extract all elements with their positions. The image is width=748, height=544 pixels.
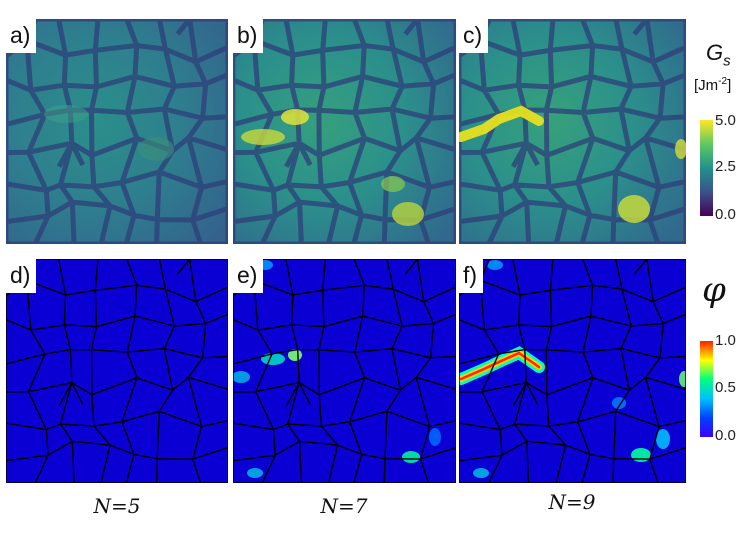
panel-c-gs-map: c) [459,19,686,244]
phi-colorbar [700,341,713,437]
gs-colorbar-unit: [Jm-2] [694,76,731,94]
gs-tick-max: 5.0 [715,112,736,129]
phi-field-f [459,259,686,483]
gs-tick-mid: 2.5 [715,158,736,175]
panel-b-gs-map: b) [233,19,456,244]
panel-label-b: b) [233,19,264,53]
gs-field-a [6,19,228,244]
panel-d-phi-map: d) [6,259,228,483]
phi-tick-min: 0.0 [715,427,736,444]
grain-boundaries [459,19,686,244]
grain-boundaries [6,259,228,483]
panel-label-d: d) [6,259,37,293]
n-label-5: N=5 [93,494,141,518]
gs-field-c [459,19,686,244]
phi-tick-mid: 0.5 [715,379,736,396]
panel-label-a: a) [6,19,37,53]
panel-f-phi-map: f) [459,259,686,483]
gs-colorbar-title: Gs [706,40,731,69]
grain-boundaries [459,259,686,483]
panel-a-gs-map: a) [6,19,228,244]
panel-label-e: e) [233,259,264,293]
gs-subscript: s [723,52,731,70]
phi-colorbar-title: φ [702,270,726,310]
panel-e-phi-map: e) [233,259,456,483]
gs-unit-exponent: -2 [718,76,728,87]
grain-boundaries [233,259,456,483]
n-label-7: N=7 [320,494,368,518]
panel-label-f: f) [459,259,484,293]
gs-field-b [233,19,456,244]
gs-unit-suffix: ] [727,77,732,94]
gs-symbol: G [706,40,724,65]
gs-tick-min: 0.0 [715,206,736,223]
n-label-9: N=9 [548,490,596,514]
panel-label-c: c) [459,19,489,53]
gs-unit-prefix: [Jm [694,77,719,94]
phi-field-d [6,259,228,483]
gs-colorbar [700,120,713,216]
phi-tick-max: 1.0 [715,332,736,349]
phi-field-e [233,259,456,483]
grain-boundaries [233,19,456,244]
grain-boundaries [6,19,228,244]
